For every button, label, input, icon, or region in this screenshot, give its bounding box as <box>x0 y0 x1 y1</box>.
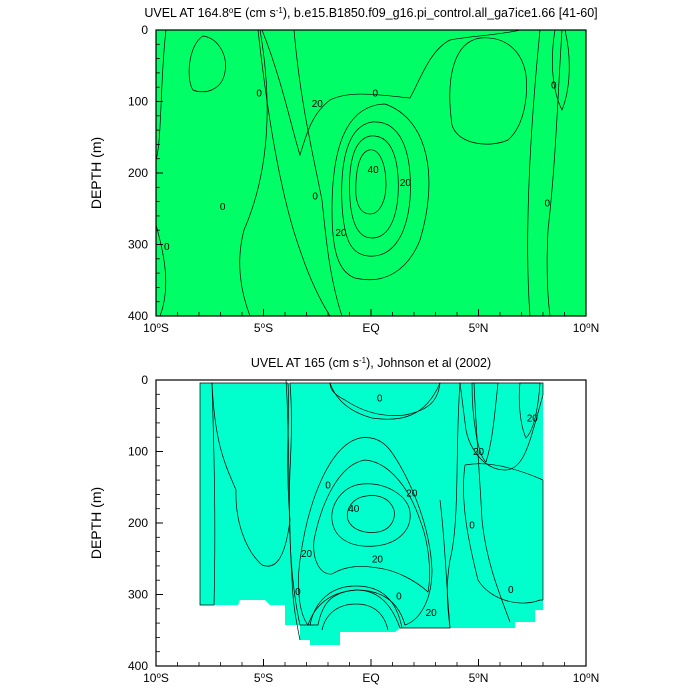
contour-label: 20 <box>473 447 485 458</box>
contour-label: 0 <box>551 81 557 92</box>
panel-model: UVEL AT 164.8oE (cm s-1), b.e15.B1850.f0… <box>88 6 599 336</box>
panel-2-y-axis-label: DEPTH (m) <box>88 487 104 559</box>
x-tick-label: 5oN <box>469 321 489 336</box>
contour-label: 0 <box>325 481 331 492</box>
panel-2-fill-east-core <box>471 382 499 463</box>
contour-label: 20 <box>335 228 347 239</box>
y-tick-label: 0 <box>141 373 148 387</box>
panel-1-contour-labels: 0 20 0 40 20 0 20 0 0 0 0 <box>164 81 557 254</box>
contour-label: 0 <box>508 585 514 596</box>
contour-label: 0 <box>377 393 383 404</box>
x-tick-label: 5oS <box>254 671 273 686</box>
x-tick-label: 10oN <box>573 671 599 686</box>
contour-label: 0 <box>373 88 379 99</box>
contour-label: 0 <box>396 591 402 602</box>
contour-label: 40 <box>368 165 380 176</box>
panel-2-fill-east-band <box>459 382 544 471</box>
x-tick-label: EQ <box>362 671 379 685</box>
contour-label: 40 <box>348 504 360 515</box>
contour-label: 0 <box>220 202 226 213</box>
contour-label: 20 <box>312 99 324 110</box>
x-tick-label: 10oN <box>573 321 599 336</box>
y-tick-label: 300 <box>128 238 148 252</box>
panel-2-contour-field <box>199 380 544 645</box>
panel-2-title: UVEL AT 165 (cm s-1), Johnson et al (200… <box>251 356 491 371</box>
panel-1-fill-east-lobe <box>449 37 527 145</box>
panel-2-fill-central-30 <box>313 459 430 593</box>
x-tick-label: 10oS <box>143 321 169 336</box>
contour-label: 0 <box>469 521 475 532</box>
contour-label: 20 <box>426 608 438 619</box>
y-tick-label: 100 <box>128 445 148 459</box>
panel-2-x-ticks: 10oS 5oS EQ 5oN 10oN <box>143 659 599 685</box>
panel-1-fill-west-0-10 <box>156 30 167 161</box>
panel-1-fill-core-50 <box>355 149 387 215</box>
y-tick-label: 400 <box>128 659 148 673</box>
contour-label: 0 <box>545 199 551 210</box>
x-tick-label: EQ <box>362 321 379 335</box>
panel-1-title: UVEL AT 164.8oE (cm s-1), b.e15.B1850.f0… <box>144 6 597 21</box>
panel-2-contour-deep-east <box>439 499 451 629</box>
panel-1-fill-east-0-10 <box>527 30 586 316</box>
panel-2-fill-east-upper <box>518 382 541 439</box>
y-tick-label: 200 <box>128 166 148 180</box>
panel-2-fill-central-40 <box>331 483 411 547</box>
contour-label: 20 <box>301 549 313 560</box>
panel-1-x-ticks: 10oS 5oS EQ 5oN 10oN <box>143 309 599 335</box>
panel-2-data-domain <box>200 383 543 645</box>
panel-2-contour-deep-b <box>321 603 389 631</box>
x-tick-label: 5oN <box>469 671 489 686</box>
y-tick-label: 100 <box>128 95 148 109</box>
panel-2-contour-deep-a <box>309 585 403 629</box>
contour-label: 20 <box>400 178 412 189</box>
panel-1-fill-10 <box>156 30 586 316</box>
panel-2-y-ticks: 0 100 200 300 400 <box>128 373 163 673</box>
panel-2-contour-east-a <box>473 382 511 623</box>
contour-label: 0 <box>312 191 318 202</box>
panel-1-fill-west-lobe <box>188 35 226 93</box>
y-tick-label: 0 <box>141 23 148 37</box>
panel-2-fill-cyan-west <box>211 382 291 567</box>
panel-1-fill-east-patch <box>552 30 570 111</box>
x-tick-label: 10oS <box>143 671 169 686</box>
panel-1-contour-field <box>156 30 586 316</box>
panel-1-y-ticks: 0 100 200 300 400 <box>128 23 163 323</box>
panel-2-contour-labels: 0 20 20 0 20 40 0 20 20 0 0 0 20 <box>295 393 538 619</box>
contour-label: 0 <box>256 88 262 99</box>
panel-2-contour-deep-west <box>285 380 301 641</box>
y-tick-label: 300 <box>128 588 148 602</box>
panel-1-fill-core-40 <box>349 135 399 239</box>
contour-label: 20 <box>372 554 384 565</box>
y-tick-label: 400 <box>128 309 148 323</box>
y-tick-label: 200 <box>128 516 148 530</box>
contour-label: 0 <box>164 242 170 253</box>
panel-1-fill-core-30 <box>341 121 411 257</box>
panel-1-contour-east <box>546 30 563 316</box>
x-tick-label: 5oS <box>254 321 273 336</box>
panel-1-contour-west <box>239 30 268 316</box>
contour-label: 20 <box>406 488 418 499</box>
panel-2-fill-central-20 <box>298 437 433 626</box>
contour-label: 0 <box>295 587 301 598</box>
contour-label: 20 <box>527 413 539 424</box>
panel-2-fill-cyan-east <box>463 463 544 604</box>
panel-observed: UVEL AT 165 (cm s-1), Johnson et al (200… <box>88 356 599 686</box>
panel-1-fill-cyan-upper <box>261 30 521 157</box>
panel-2-fill-central-50 <box>346 495 395 533</box>
panel-2-fill-west-edge <box>199 382 216 606</box>
panel-1-fill-core-20 <box>331 103 430 280</box>
panel-1-y-axis-label: DEPTH (m) <box>88 137 104 209</box>
